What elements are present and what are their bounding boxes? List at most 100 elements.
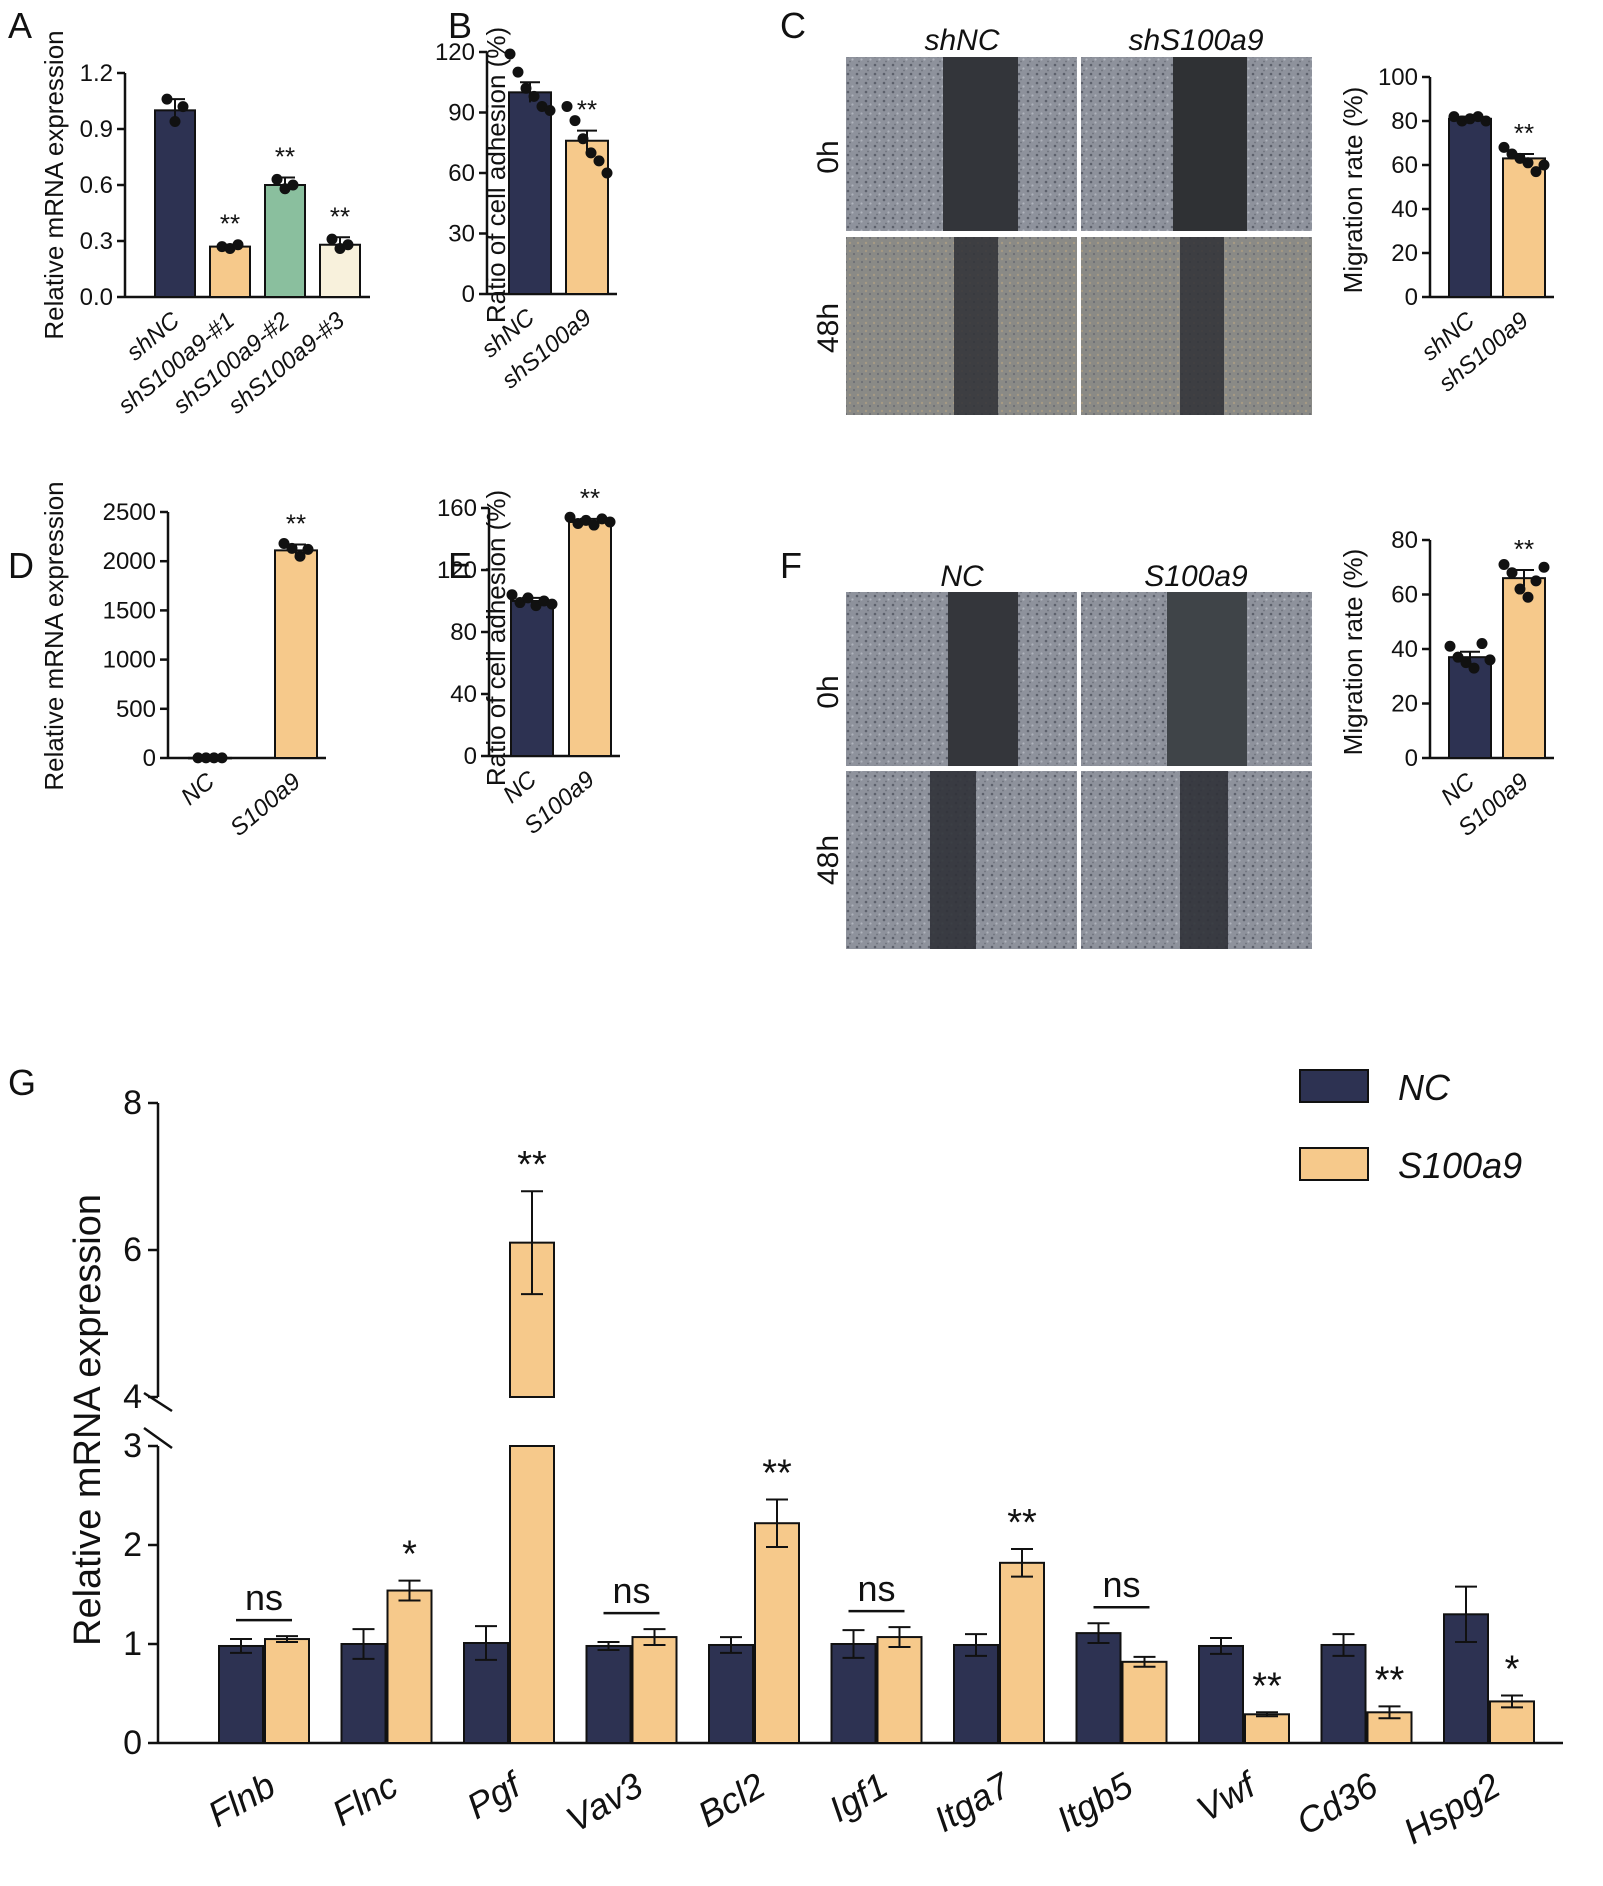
- y-tick-label: 0: [464, 743, 477, 770]
- x-tick-label: Hspg2: [1396, 1764, 1507, 1852]
- significance-label: **: [1514, 534, 1534, 564]
- bar: [1198, 1644, 1244, 1744]
- data-point: [604, 516, 616, 528]
- significance-label: **: [517, 1144, 547, 1186]
- significance-label: *: [402, 1534, 417, 1576]
- x-tick-label: Vwf: [1190, 1762, 1266, 1830]
- x-tick-label: Bcl2: [691, 1764, 772, 1835]
- data-point: [546, 598, 558, 610]
- bar: [386, 1589, 433, 1745]
- data-point: [1498, 559, 1510, 571]
- data-point: [302, 543, 314, 555]
- data-point: [169, 116, 181, 128]
- bar: [754, 1522, 800, 1744]
- data-point: [1506, 567, 1518, 579]
- bar: [568, 520, 612, 758]
- bar: [565, 139, 609, 295]
- bar: [1244, 1713, 1290, 1745]
- data-point: [506, 589, 518, 601]
- y-tick-label: 2500: [103, 499, 156, 526]
- data-point: [530, 600, 542, 612]
- bar: [953, 1643, 999, 1744]
- y-tick-label: 20: [1391, 240, 1418, 267]
- y-tick-label: 80: [450, 619, 477, 646]
- y-tick-label: 3: [123, 1427, 142, 1465]
- data-point: [1530, 166, 1542, 178]
- chart-d: 0 500 1000 1500 2000 2500 Relative mRNA expres…: [39, 481, 326, 842]
- x-tick-label: Igf1: [822, 1764, 895, 1830]
- bar: [1320, 1643, 1367, 1744]
- y-tick-label: 100: [1378, 64, 1418, 91]
- y-tick-label: 0.0: [80, 284, 113, 311]
- y-axis-label: Relative mRNA expression: [39, 481, 69, 790]
- data-point: [588, 519, 600, 531]
- data-point: [286, 542, 298, 554]
- y-tick-label: 40: [1391, 636, 1418, 663]
- data-point: [1514, 152, 1526, 164]
- data-point: [1480, 115, 1492, 127]
- y-tick-label: 1500: [103, 597, 156, 624]
- y-axis-label: Ratio of cell adhesion (%): [481, 27, 511, 323]
- data-point: [1522, 157, 1534, 169]
- bar: [1502, 157, 1546, 298]
- x-tick-label: NC: [176, 767, 220, 810]
- y-tick-label: 60: [448, 160, 475, 187]
- data-point: [326, 233, 338, 245]
- y-tick-label: 160: [437, 495, 477, 522]
- data-point: [1452, 651, 1464, 663]
- data-point: [342, 239, 354, 251]
- significance-label: **: [1252, 1665, 1282, 1707]
- x-tick-label: S100a9: [225, 768, 306, 842]
- legend-swatch: [1299, 1069, 1369, 1103]
- data-point: [601, 167, 613, 179]
- y-tick-label: 80: [1391, 527, 1418, 554]
- micrograph-image: [1081, 771, 1312, 949]
- x-tick-label: Vav3: [559, 1764, 649, 1840]
- micrograph-row-label: 48h: [812, 835, 845, 885]
- bar: [1121, 1660, 1168, 1744]
- micrograph-col-label: shNC: [924, 24, 999, 57]
- data-point: [512, 66, 524, 78]
- data-point: [271, 173, 283, 185]
- bar: [264, 1638, 310, 1745]
- y-axis-label: Migration rate (%): [1338, 87, 1368, 294]
- bar: [708, 1643, 754, 1744]
- data-point: [569, 115, 581, 127]
- micrograph-row-label: 48h: [812, 303, 845, 353]
- data-point: [278, 537, 290, 549]
- x-tick-label: Flnb: [201, 1764, 282, 1835]
- micrograph-image: [1081, 57, 1312, 231]
- y-tick-label: 1.2: [80, 60, 113, 87]
- data-point: [564, 511, 576, 523]
- significance-label: *: [1505, 1648, 1520, 1690]
- data-point: [208, 752, 220, 764]
- bar: [1448, 656, 1492, 759]
- data-point: [520, 82, 532, 94]
- bar: [631, 1636, 678, 1744]
- significance-label: ns: [612, 1570, 650, 1611]
- significance-label: **: [1375, 1659, 1405, 1701]
- data-point: [287, 179, 299, 191]
- y-tick-label: 0.3: [80, 228, 113, 255]
- y-tick-label: 500: [116, 696, 156, 723]
- data-point: [580, 514, 592, 526]
- bar: [509, 1445, 555, 1744]
- panel-label-g: G: [8, 1062, 36, 1103]
- legend-label: NC: [1398, 1067, 1451, 1108]
- y-axis-label: Ratio of cell adhesion (%): [481, 490, 511, 786]
- y-tick-label: 8: [123, 1084, 142, 1122]
- data-point: [593, 155, 605, 167]
- significance-label: **: [580, 483, 600, 513]
- y-tick-label: 120: [437, 557, 477, 584]
- y-tick-label: 60: [1391, 152, 1418, 179]
- data-point: [1472, 111, 1484, 123]
- micrograph-grid-c: shNC shS100a9 0h 48h: [812, 24, 1312, 415]
- y-tick-label: 1000: [103, 647, 156, 674]
- micrograph-row-label: 0h: [812, 675, 845, 708]
- data-point: [1514, 583, 1526, 595]
- significance-label: **: [275, 142, 295, 172]
- significance-label: **: [330, 201, 350, 231]
- data-point: [504, 48, 516, 60]
